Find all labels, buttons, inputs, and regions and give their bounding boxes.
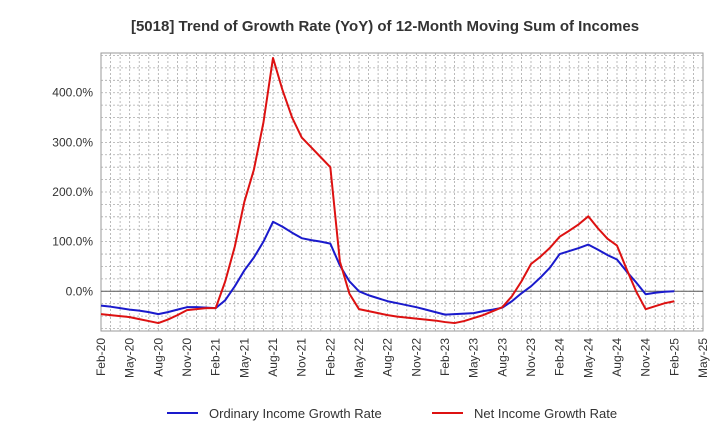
x-tick-label: Nov-23 <box>524 338 538 377</box>
x-tick-label: Feb-25 <box>667 338 681 376</box>
legend-label: Net Income Growth Rate <box>474 406 617 421</box>
x-tick-label: Nov-20 <box>180 338 194 377</box>
x-tick-label: Aug-24 <box>610 338 624 377</box>
x-tick-label: Aug-22 <box>381 338 395 377</box>
chart-title: [5018] Trend of Growth Rate (YoY) of 12-… <box>131 18 639 35</box>
x-tick-label: Feb-24 <box>553 338 567 376</box>
axis-layer: 0.0% 100.0% 200.0% 300.0% 400.0% Feb-20 May-20… <box>52 86 710 378</box>
legend-label: Ordinary Income Growth Rate <box>209 406 382 421</box>
x-tick-label: Aug-23 <box>495 338 509 377</box>
x-tick-label: Aug-20 <box>151 338 165 377</box>
y-tick-label: 300.0% <box>52 135 93 149</box>
x-tick-label: Feb-22 <box>323 338 337 376</box>
ordinary-income-line <box>100 220 675 316</box>
x-tick-label: Aug-21 <box>266 338 280 377</box>
x-tick-label: May-20 <box>123 338 137 378</box>
legend: Ordinary Income Growth Rate Net Income Gr… <box>167 406 617 421</box>
x-tick-label: Feb-20 <box>94 338 108 376</box>
y-tick-label: 100.0% <box>52 235 93 249</box>
y-tick-label: 400.0% <box>52 86 93 100</box>
x-tick-label: May-24 <box>581 338 595 378</box>
x-tick-label: May-23 <box>467 338 481 378</box>
x-tick-label: Nov-21 <box>295 338 309 377</box>
series-layer <box>100 56 675 325</box>
y-tick-label: 0.0% <box>66 284 94 298</box>
x-tick-label: Nov-24 <box>639 338 653 377</box>
x-tick-label: May-22 <box>352 338 366 378</box>
x-tick-label: Feb-21 <box>209 338 223 376</box>
x-tick-label: May-25 <box>696 338 710 378</box>
x-tick-label: May-21 <box>237 338 251 378</box>
net-income-line <box>100 56 675 325</box>
y-tick-label: 200.0% <box>52 185 93 199</box>
x-tick-label: Feb-23 <box>438 338 452 376</box>
x-tick-label: Nov-22 <box>409 338 423 377</box>
grid-layer <box>100 52 704 332</box>
